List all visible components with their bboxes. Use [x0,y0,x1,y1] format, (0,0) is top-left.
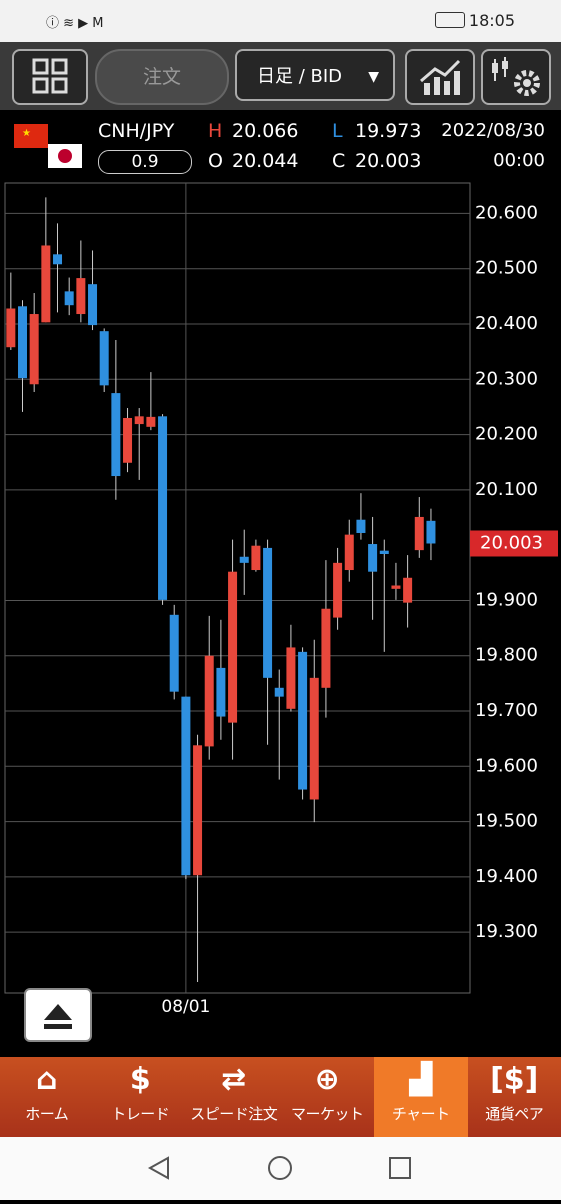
candle-body [30,314,39,384]
nav-icon: ⇄ [187,1057,281,1103]
candle-body [356,520,365,533]
nav-item[interactable]: ⌂ホーム [0,1057,94,1137]
candle-body [65,291,74,305]
y-tick-label: 20.200 [475,424,538,445]
candle-body [100,331,109,385]
candle-body [123,418,132,463]
candle-body [391,586,400,589]
nav-icon: ⊕ [281,1057,375,1103]
y-tick-label: 20.300 [475,368,538,389]
candle-body [76,278,85,314]
nav-label: トレード [94,1103,188,1124]
nav-icon: [$] [468,1057,561,1103]
nav-label: スピード注文 [187,1103,281,1124]
candle-body [310,678,319,800]
bottom-nav: ⌂ホーム$トレード⇄スピード注文⊕マーケット▟チャート[$]通貨ペア [0,1057,561,1137]
candle-body [228,572,237,723]
nav-icon: $ [94,1057,188,1103]
nav-icon: ⌂ [0,1057,94,1103]
y-tick-label: 20.100 [475,479,538,500]
chart: 20.600 20.500 20.400 20.300 20.200 20.100 19.9… [0,0,561,1057]
candle-body [345,535,354,570]
last-price-label: 20.003 [480,532,543,553]
system-nav-icons [0,1137,561,1200]
x-tick-label: 08/01 [161,997,210,1017]
candle-body [205,656,214,747]
candle-body [216,668,225,717]
candle-body [111,393,120,476]
candle-body [158,416,167,600]
eject-icon [26,990,90,1040]
candle-body [193,745,202,875]
candle-body [426,521,435,544]
candle-body [298,652,307,790]
candle-body [53,254,62,264]
nav-icon: ▟ [374,1057,468,1103]
nav-label: 通貨ペア [468,1103,561,1124]
nav-label: チャート [374,1103,468,1124]
eject-button[interactable] [24,988,92,1042]
candle-body [41,245,50,322]
y-tick-label: 19.800 [475,645,538,666]
candle-body [18,306,27,378]
y-tick-label: 19.400 [475,866,538,887]
y-tick-label: 19.300 [475,921,538,942]
y-tick-label: 19.600 [475,755,538,776]
nav-item[interactable]: ⊕マーケット [281,1057,375,1137]
candle-body [88,284,97,325]
candle-body [146,417,155,427]
candle-body [286,647,295,708]
candle-body [251,546,260,570]
nav-item[interactable]: ▟チャート [374,1057,468,1137]
candle-body [135,416,144,424]
y-tick-label: 20.400 [475,313,538,334]
candle-body [6,309,15,348]
candle-body [380,551,389,554]
nav-item[interactable]: ⇄スピード注文 [187,1057,281,1137]
y-tick-label: 19.900 [475,589,538,610]
y-tick-label: 19.700 [475,700,538,721]
candle-body [181,697,190,876]
candle-body [170,615,179,692]
candle-body [333,563,342,618]
candle-body [368,544,377,572]
candle-body [275,688,284,697]
nav-label: マーケット [281,1103,375,1124]
candle-body [403,578,412,603]
candle-body [415,517,424,550]
candle-body [263,548,272,678]
y-tick-label: 20.600 [475,202,538,223]
y-tick-label: 19.500 [475,811,538,832]
candle-body [321,609,330,688]
candle-body [240,557,249,563]
nav-item[interactable]: $トレード [94,1057,188,1137]
nav-item[interactable]: [$]通貨ペア [468,1057,561,1137]
system-nav [0,1137,561,1200]
y-tick-label: 20.500 [475,258,538,279]
nav-label: ホーム [0,1103,94,1124]
